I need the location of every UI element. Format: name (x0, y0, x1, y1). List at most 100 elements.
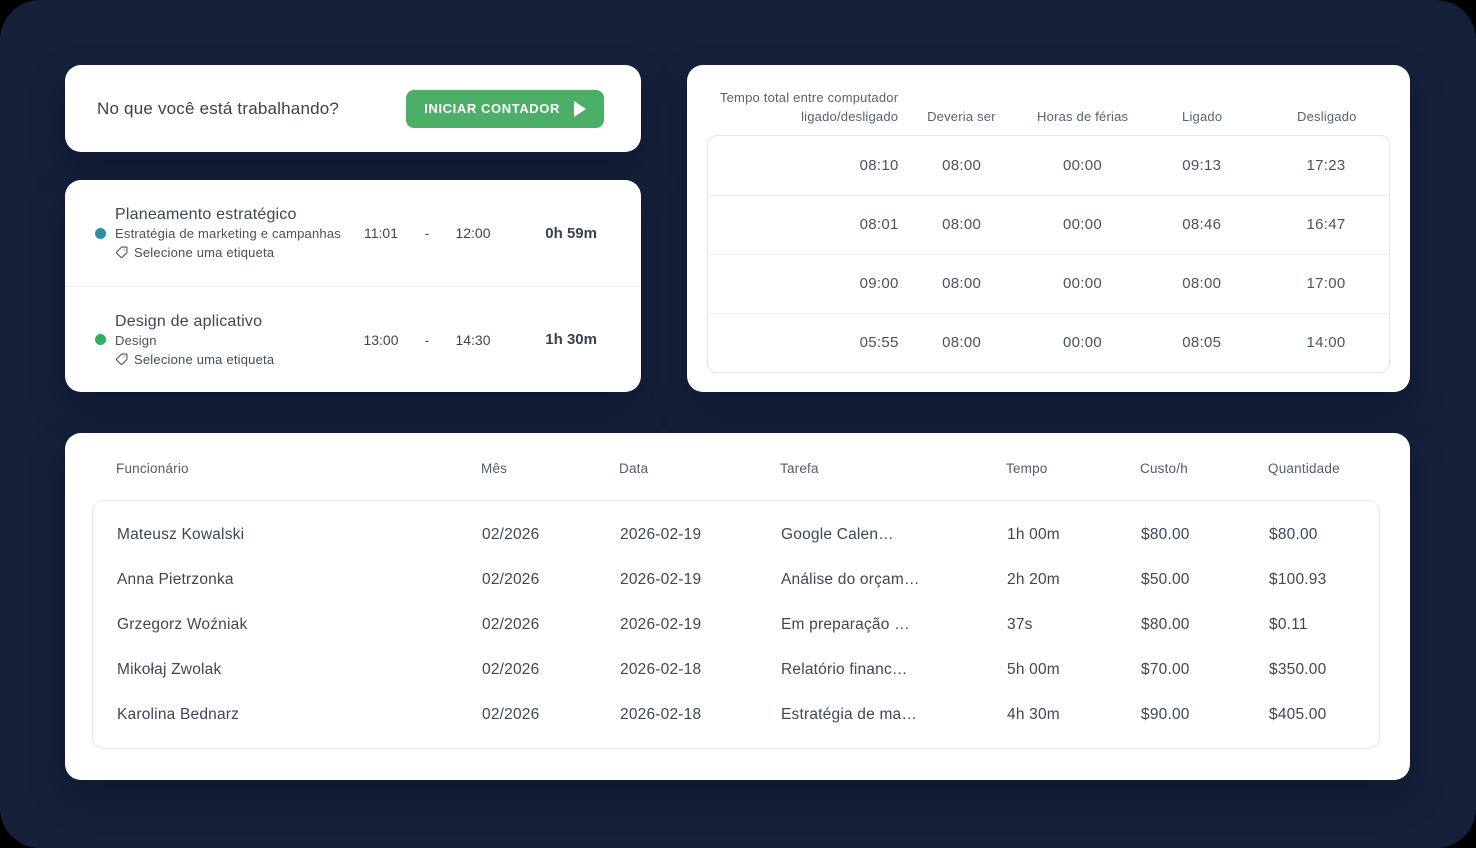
attendance-header-vacation: Horas de férias (1037, 108, 1129, 124)
cell-vacation: 00:00 (1063, 275, 1103, 293)
time-range-separator: - (424, 225, 430, 241)
report-row: Mateusz Kowalski 02/2026 2026-02-19 Goog… (93, 512, 1379, 557)
report-table: Mateusz Kowalski 02/2026 2026-02-19 Goog… (92, 500, 1380, 749)
cell-vacation: 00:00 (1063, 156, 1103, 174)
cell-time: 37s (1007, 615, 1033, 633)
cell-amount: $0.11 (1269, 615, 1308, 633)
report-header-task: Tarefa (780, 461, 819, 476)
time-entries-card: Planeamento estratégico Estratégia de ma… (65, 180, 641, 392)
cell-amount: $405.00 (1269, 705, 1327, 723)
report-header-row: Funcionário Mês Data Tarefa Tempo Custo/… (92, 461, 1380, 476)
entry-duration[interactable]: 1h 30m (545, 331, 597, 348)
cell-employee: Mateusz Kowalski (117, 525, 245, 543)
report-header-amount: Quantidade (1268, 461, 1340, 476)
cell-time: 2h 20m (1007, 570, 1060, 588)
entry-times: 11:01 - 12:00 0h 59m (355, 225, 597, 242)
time-entry-row[interactable]: Design de aplicativo Design Selecione um… (65, 286, 641, 392)
cell-amount: $80.00 (1269, 525, 1318, 543)
cell-date: 2026-02-18 (620, 660, 702, 678)
cell-total: 05:55 (859, 334, 899, 352)
cell-should-be: 08:00 (942, 156, 982, 174)
cell-month: 02/2026 (482, 570, 540, 588)
cell-month: 02/2026 (482, 660, 540, 678)
cell-rate: $80.00 (1141, 525, 1190, 543)
attendance-header-on: Ligado (1182, 108, 1223, 124)
cell-amount: $350.00 (1269, 660, 1327, 678)
cell-date: 2026-02-19 (620, 570, 702, 588)
report-header-month: Mês (481, 461, 508, 476)
cell-should-be: 08:00 (942, 216, 982, 234)
tag-icon (116, 353, 128, 365)
time-entry-row[interactable]: Planeamento estratégico Estratégia de ma… (65, 180, 641, 286)
report-card: Funcionário Mês Data Tarefa Tempo Custo/… (65, 433, 1410, 780)
entry-start-time[interactable]: 13:00 (363, 331, 399, 348)
cell-date: 2026-02-18 (620, 705, 702, 723)
cell-employee: Anna Pietrzonka (117, 570, 234, 588)
cell-date: 2026-02-19 (620, 615, 702, 633)
entry-info: Planeamento estratégico Estratégia de ma… (115, 206, 341, 260)
cell-task: Relatório financ… (781, 660, 908, 678)
attendance-header-total: Tempo total entre computador ligado/desl… (719, 90, 899, 124)
cell-should-be: 08:00 (942, 334, 982, 352)
cell-task: Análise do orçam… (781, 570, 920, 588)
cell-time: 4h 30m (1007, 705, 1060, 723)
cell-date: 2026-02-19 (620, 525, 702, 543)
cell-month: 02/2026 (482, 705, 540, 723)
cell-off: 14:00 (1306, 334, 1346, 352)
report-header-rate: Custo/h (1140, 461, 1188, 476)
task-description-input[interactable] (97, 98, 407, 119)
cell-should-be: 08:00 (942, 275, 982, 293)
cell-employee: Karolina Bednarz (117, 705, 240, 723)
cell-month: 02/2026 (482, 615, 540, 633)
entry-end-time[interactable]: 14:30 (455, 331, 491, 348)
start-timer-button[interactable]: INICIAR CONTADOR (406, 89, 604, 128)
cell-rate: $50.00 (1141, 570, 1190, 588)
entry-duration[interactable]: 0h 59m (545, 224, 597, 242)
cell-off: 17:23 (1306, 156, 1346, 174)
attendance-header-off: Desligado (1296, 108, 1357, 124)
cell-employee: Grzegorz Woźniak (117, 615, 248, 633)
cell-task: Em preparação … (781, 615, 910, 633)
tag-selector[interactable]: Selecione uma etiqueta (115, 245, 341, 260)
tag-selector[interactable]: Selecione uma etiqueta (115, 352, 274, 367)
entry-project-label: Design (115, 332, 157, 348)
timer-card: INICIAR CONTADOR (65, 65, 641, 152)
entry-times: 13:00 - 14:30 1h 30m (355, 331, 597, 348)
entry-start-time[interactable]: 11:01 (364, 225, 398, 241)
attendance-row: 08:01 08:00 00:00 08:46 16:47 (708, 194, 1389, 254)
attendance-row: 08:10 08:00 00:00 09:13 17:23 (708, 136, 1389, 195)
time-range-separator: - (424, 331, 430, 348)
report-row: Mikołaj Zwolak 02/2026 2026-02-18 Relató… (93, 647, 1379, 692)
cell-total: 08:10 (859, 156, 899, 174)
entry-project-label: Estratégia de marketing e campanhas (115, 226, 341, 241)
entry-end-time[interactable]: 12:00 (455, 225, 491, 241)
entry-task-title[interactable]: Design de aplicativo (115, 312, 263, 330)
cell-rate: $90.00 (1141, 705, 1190, 723)
report-row: Anna Pietrzonka 02/2026 2026-02-19 Análi… (93, 557, 1379, 602)
cell-employee: Mikołaj Zwolak (117, 660, 222, 678)
attendance-header-row: Tempo total entre computador ligado/desl… (707, 85, 1390, 135)
cell-task: Estratégia de ma… (781, 705, 918, 723)
cell-on: 09:13 (1182, 156, 1222, 174)
cell-on: 08:46 (1182, 216, 1222, 234)
tag-icon (116, 246, 128, 258)
cell-total: 09:00 (859, 275, 899, 293)
start-timer-label: INICIAR CONTADOR (424, 101, 560, 116)
entry-task-title[interactable]: Planeamento estratégico (115, 206, 297, 223)
cell-on: 08:05 (1182, 334, 1222, 352)
cell-task: Google Calen… (781, 525, 894, 543)
report-header-date: Data (619, 461, 649, 476)
cell-total: 08:01 (859, 216, 899, 234)
attendance-row: 09:00 08:00 00:00 08:00 17:00 (708, 253, 1389, 313)
attendance-table: 08:10 08:00 00:00 09:13 17:23 08:01 08:0… (707, 134, 1390, 373)
project-color-dot-icon (95, 227, 106, 239)
cell-off: 17:00 (1306, 275, 1346, 293)
cell-time: 5h 00m (1007, 660, 1060, 678)
cell-rate: $80.00 (1141, 615, 1190, 633)
report-header-employee: Funcionário (116, 461, 189, 476)
cell-time: 1h 00m (1007, 525, 1060, 543)
cell-vacation: 00:00 (1063, 216, 1103, 234)
report-header-time: Tempo (1006, 461, 1048, 476)
cell-amount: $100.93 (1269, 570, 1327, 588)
